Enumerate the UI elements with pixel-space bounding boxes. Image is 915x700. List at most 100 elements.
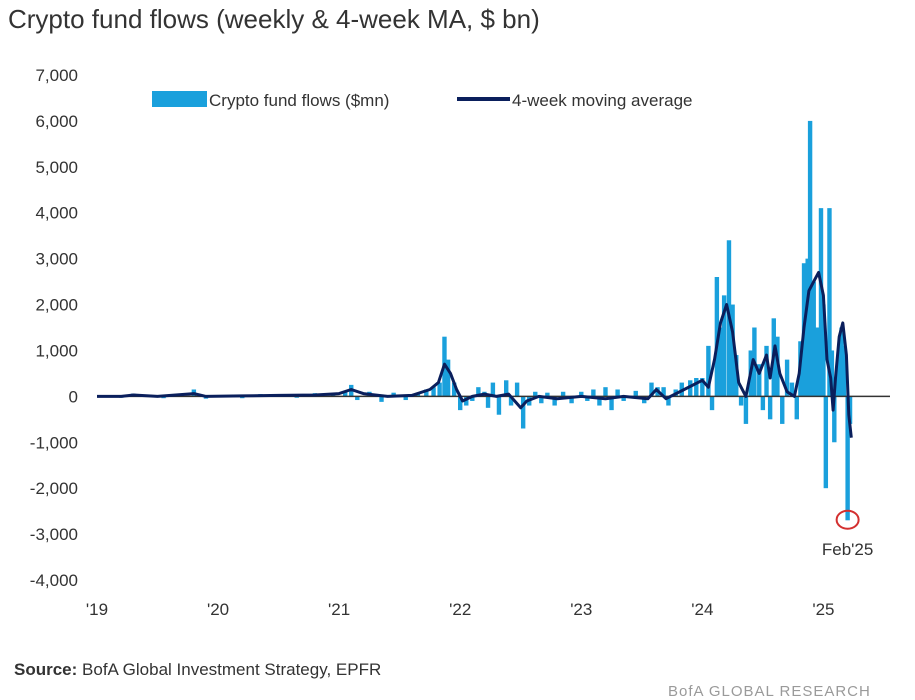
flow-bar: [694, 378, 699, 397]
flow-bar: [661, 387, 666, 397]
flow-bar: [609, 396, 614, 411]
flow-bar: [458, 396, 463, 411]
x-tick-label: '22: [449, 600, 471, 619]
chart-canvas: 7,000 6,000 5,000 4,000 3,000 2,000 1,000 0 -1,0…: [30, 66, 890, 619]
flow-bar: [597, 396, 602, 406]
flow-bar: [700, 378, 705, 397]
flow-bar: [508, 396, 514, 406]
flow-bar: [767, 396, 773, 420]
y-tick-label: -4,000: [30, 571, 78, 590]
annotation-circle: [835, 509, 860, 530]
flow-bar: [520, 396, 526, 429]
flow-bar: [504, 380, 509, 397]
x-tick-label: '21: [328, 600, 350, 619]
y-tick-label: 6,000: [35, 112, 78, 131]
y-tick-label: 3,000: [35, 250, 78, 269]
flow-bar: [827, 208, 832, 397]
flow-bar: [811, 281, 816, 397]
flow-bar: [780, 396, 785, 424]
flow-bar: [821, 304, 826, 397]
x-axis: '19 '20 '21 '22 '23 '24 '25: [86, 600, 835, 619]
x-tick-label: '19: [86, 600, 108, 619]
flow-bar: [539, 396, 544, 404]
feb25-annotation: Feb'25: [822, 509, 873, 559]
legend: Crypto fund flows ($mn) 4-week moving av…: [152, 91, 692, 110]
flow-bar: [789, 382, 795, 397]
flow-bar: [764, 345, 769, 397]
x-tick-label: '23: [570, 600, 592, 619]
flow-bar: [496, 396, 502, 415]
moving-average-line: [97, 270, 853, 438]
flow-bar: [633, 390, 638, 397]
flow-bar: [424, 389, 429, 397]
flow-bar: [476, 387, 481, 397]
flow-bar: [845, 396, 850, 521]
flow-bar: [355, 396, 360, 401]
flow-bar: [666, 396, 671, 406]
y-tick-label: 4,000: [35, 204, 78, 223]
flow-bar: [533, 391, 538, 397]
flow-bar: [470, 396, 475, 401]
chart-title: Crypto fund flows (weekly & 4-week MA, $…: [8, 4, 540, 34]
flow-bar: [839, 327, 844, 397]
flow-bar: [709, 396, 715, 411]
flow-bar: [591, 389, 596, 397]
flow-bar: [451, 382, 457, 397]
flow-bar: [760, 396, 766, 411]
flow-bar: [342, 390, 348, 397]
flow-bar: [603, 387, 608, 397]
y-tick-label: 1,000: [35, 341, 78, 360]
flow-bar: [514, 382, 520, 397]
y-tick-label: -2,000: [30, 479, 78, 498]
flow-bar: [621, 396, 626, 401]
flow-bar: [823, 396, 829, 489]
source-note: Source: BofA Global Investment Strategy,…: [14, 660, 381, 680]
flow-bar: [834, 373, 839, 397]
y-tick-label: -1,000: [30, 433, 78, 452]
y-axis: 7,000 6,000 5,000 4,000 3,000 2,000 1,000 0 -1,0…: [30, 66, 78, 590]
flow-bar: [738, 396, 744, 406]
flow-bar: [490, 382, 496, 397]
flow-bar: [718, 327, 723, 397]
flow-bar: [379, 396, 384, 402]
legend-label-flows: Crypto fund flows ($mn): [209, 91, 389, 110]
flow-bar: [391, 392, 396, 397]
flow-bar: [706, 345, 711, 397]
flow-bar: [579, 391, 584, 397]
flow-bar: [757, 364, 762, 397]
x-tick-label: '20: [207, 600, 229, 619]
y-tick-label: 7,000: [35, 66, 78, 85]
y-tick-label: -3,000: [30, 525, 78, 544]
flow-bar: [734, 355, 739, 397]
flow-bar: [815, 327, 820, 397]
legend-label-ma: 4-week moving average: [512, 91, 692, 110]
flow-bar: [818, 208, 824, 397]
flow-bar: [552, 396, 557, 406]
annotation-label: Feb'25: [822, 540, 873, 559]
bar-series: [104, 120, 853, 521]
y-tick-label: 5,000: [35, 158, 78, 177]
flow-bar: [805, 258, 810, 397]
flow-bar: [464, 396, 469, 406]
flow-bar: [730, 304, 735, 397]
flow-bar: [485, 396, 491, 408]
flow-bar: [569, 396, 574, 404]
flow-bar: [807, 120, 813, 397]
flow-bar: [836, 350, 842, 397]
flow-bar: [794, 396, 799, 420]
flow-bar: [743, 396, 749, 424]
legend-swatch-flows: [152, 91, 207, 107]
flow-bar: [615, 389, 620, 397]
flow-bar: [545, 392, 550, 397]
flow-bar: [431, 387, 436, 397]
flow-bar: [841, 345, 847, 397]
flow-bar: [585, 396, 590, 401]
flow-bar: [721, 295, 727, 397]
flow-bar: [832, 396, 837, 443]
flow-bar: [784, 359, 790, 397]
flow-bar: [437, 382, 442, 397]
flow-bar: [403, 396, 408, 401]
flow-bar: [829, 350, 835, 397]
y-tick-label: 2,000: [35, 296, 78, 315]
x-tick-label: '25: [812, 600, 834, 619]
